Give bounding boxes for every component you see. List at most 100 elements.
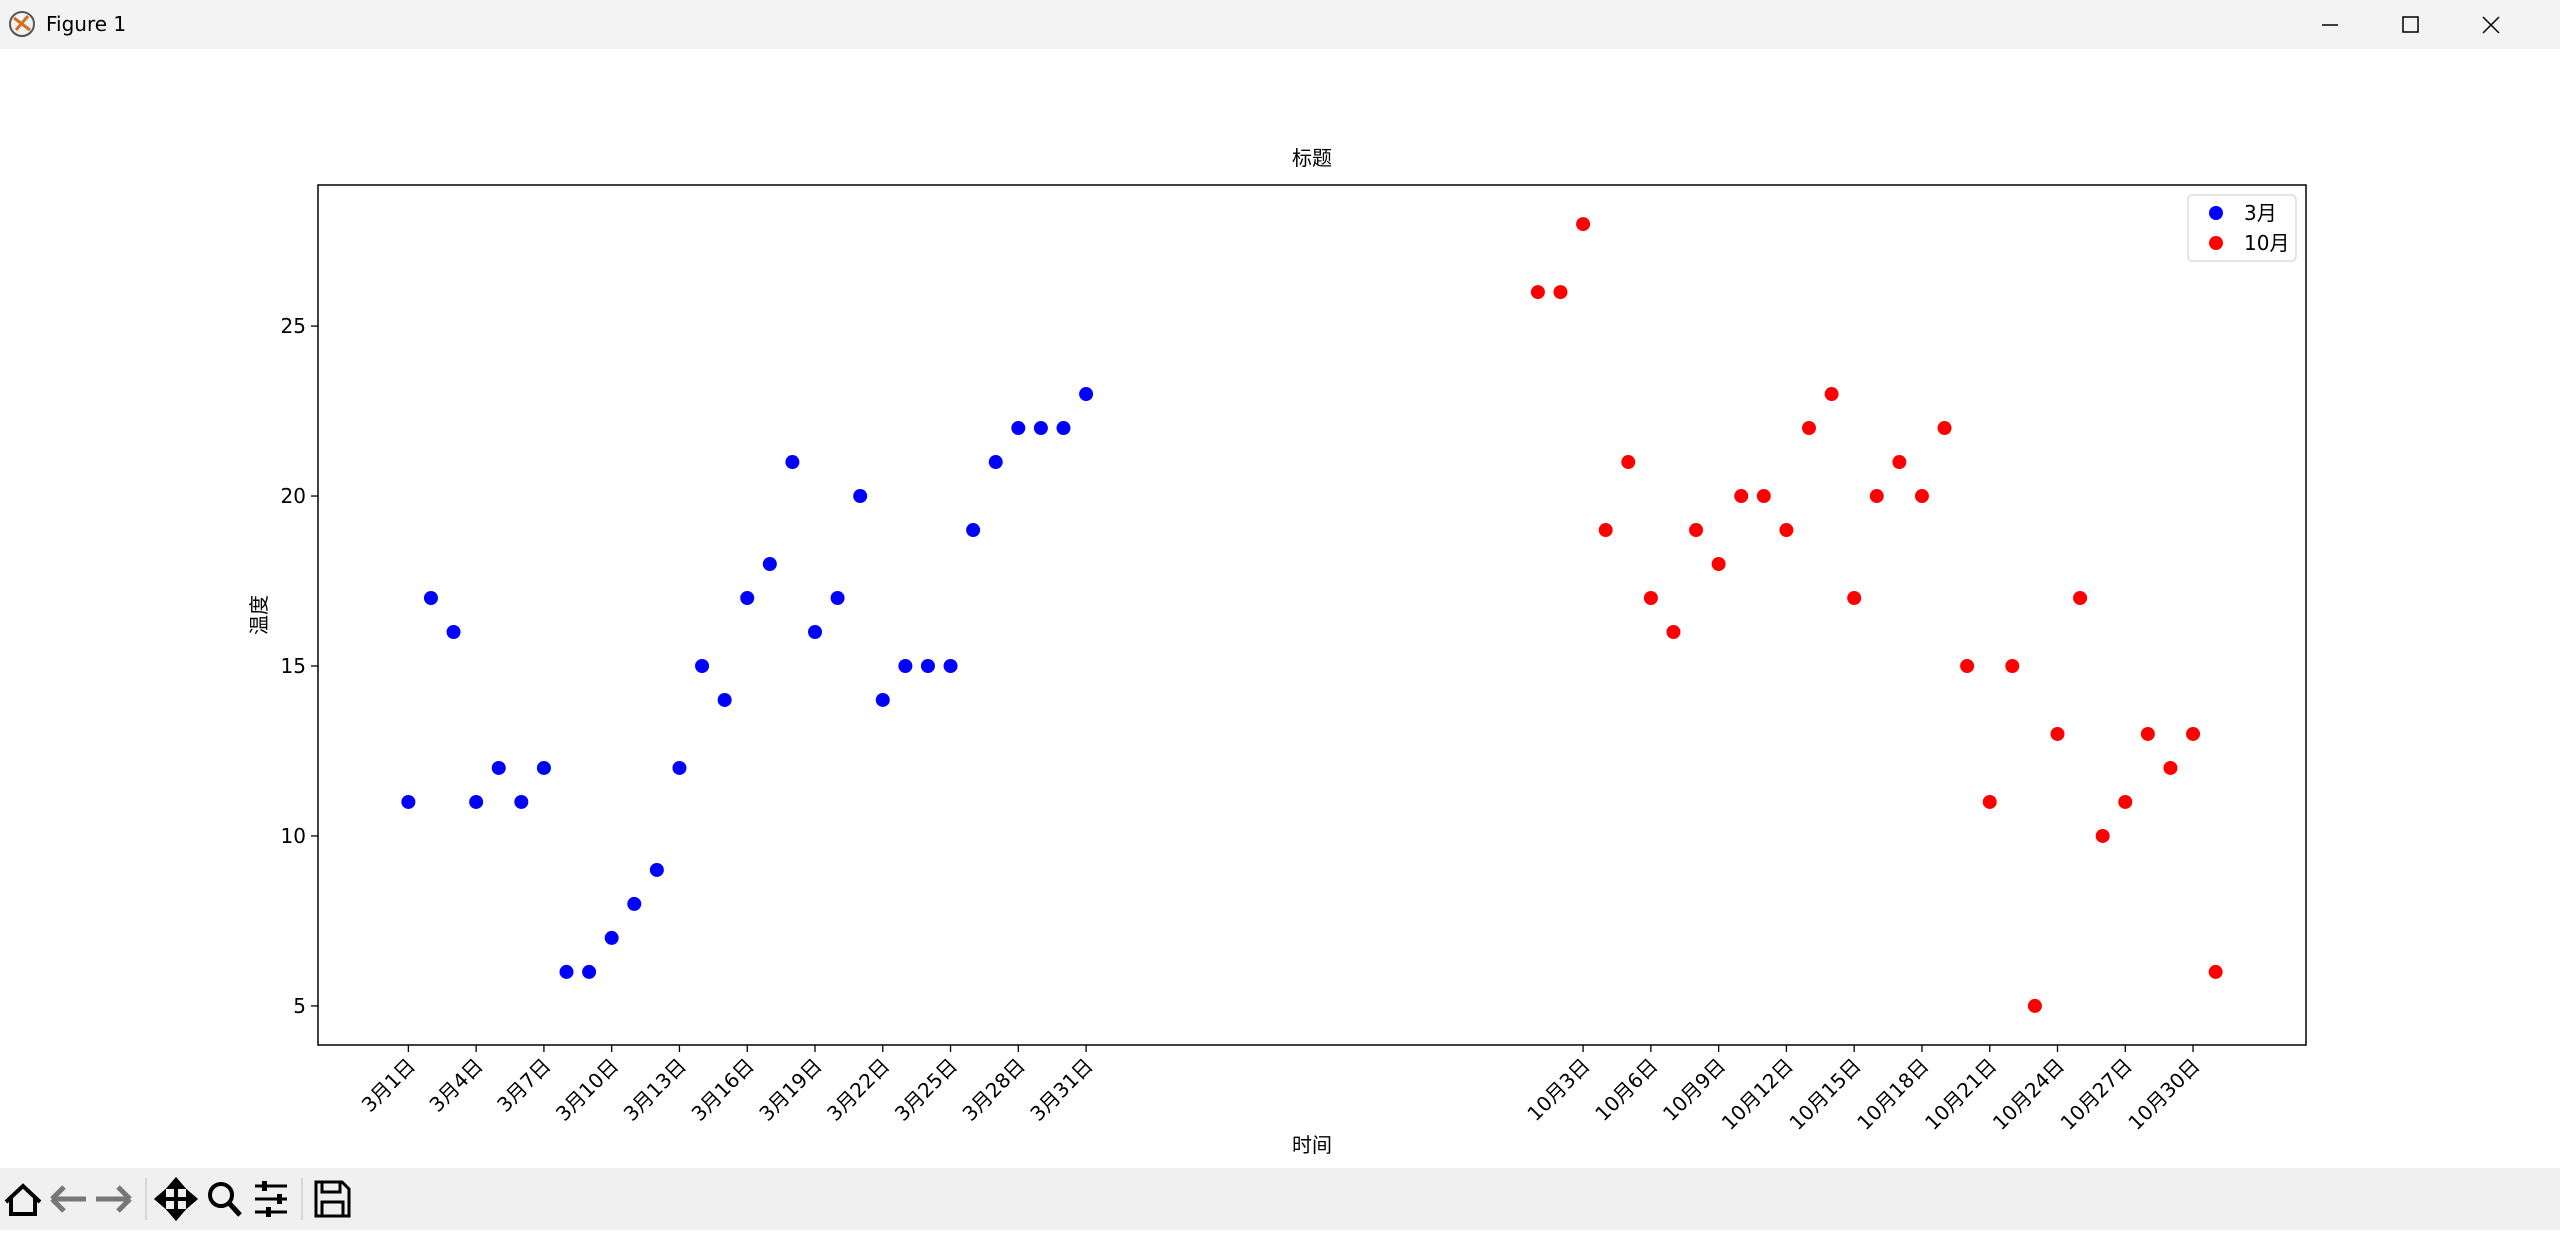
point	[1689, 523, 1704, 538]
point	[853, 489, 868, 504]
legend-label: 3月	[2244, 201, 2277, 225]
chart-title: 标题	[1292, 146, 1332, 170]
point	[627, 896, 642, 911]
x-tick-label: 3月19日	[754, 1054, 826, 1126]
x-tick-label: 3月25日	[890, 1054, 962, 1126]
x-tick-label: 3月1日	[357, 1054, 420, 1117]
point	[875, 692, 890, 707]
point	[469, 794, 484, 809]
point	[2140, 726, 2155, 741]
window-controls[interactable]	[2300, 0, 2560, 49]
point	[988, 455, 1003, 470]
point	[1530, 285, 1545, 300]
point	[695, 658, 710, 673]
point	[2095, 828, 2110, 843]
x-tick-label: 10月30日	[2123, 1054, 2204, 1135]
point	[446, 624, 461, 639]
y-tick-label: 10	[281, 824, 306, 848]
point	[762, 557, 777, 572]
point	[559, 964, 574, 979]
toolbar-icons[interactable]	[0, 1168, 360, 1230]
point	[1914, 489, 1929, 504]
x-tick-label: 3月10日	[551, 1054, 623, 1126]
x-tick-label: 3月13日	[619, 1054, 691, 1126]
point	[1802, 421, 1816, 436]
point	[1779, 523, 1794, 538]
point	[943, 658, 958, 673]
point	[2186, 726, 2201, 741]
point	[2163, 760, 2178, 775]
point	[1576, 217, 1591, 232]
point	[898, 658, 913, 673]
point	[1079, 387, 1094, 402]
x-axis-label: 时间	[1292, 1133, 1332, 1157]
point	[1598, 523, 1613, 538]
y-tick-label: 15	[281, 654, 306, 678]
point	[1869, 489, 1884, 504]
y-tick-label: 20	[281, 484, 306, 508]
point	[1960, 658, 1975, 673]
point	[1011, 421, 1026, 436]
point	[740, 591, 755, 606]
x-tick-label: 10月6日	[1590, 1054, 1662, 1126]
app-icon	[9, 11, 35, 37]
x-tick-label: 3月7日	[492, 1054, 555, 1117]
point	[2027, 998, 2042, 1013]
point	[649, 862, 664, 877]
point	[536, 760, 551, 775]
point	[1056, 421, 1071, 436]
point	[1824, 387, 1839, 402]
x-tick-label: 10月3日	[1522, 1054, 1594, 1126]
point	[808, 624, 822, 639]
point	[2208, 964, 2223, 979]
point	[717, 692, 732, 707]
legend-marker	[2209, 236, 2223, 250]
point	[1643, 591, 1658, 606]
point	[423, 591, 438, 606]
point	[604, 930, 619, 945]
point	[1847, 591, 1862, 606]
point	[785, 455, 800, 470]
x-tick-label: 10月12日	[1717, 1054, 1798, 1135]
point	[920, 658, 935, 673]
point	[582, 964, 597, 979]
point	[1033, 421, 1048, 436]
x-tick-label: 3月16日	[687, 1054, 759, 1126]
point	[830, 591, 845, 606]
legend-label: 10月	[2244, 231, 2289, 255]
plot-frame	[317, 184, 2307, 1046]
legend-marker	[2209, 206, 2223, 220]
x-tick-label: 10月24日	[1988, 1054, 2069, 1135]
x-tick-label: 3月28日	[958, 1054, 1030, 1126]
x-tick-label: 3月4日	[424, 1054, 487, 1117]
x-tick-label: 10月21日	[1920, 1054, 2001, 1135]
x-tick-label: 3月22日	[822, 1054, 894, 1126]
point	[491, 760, 506, 775]
point	[2073, 591, 2088, 606]
point	[1621, 455, 1636, 470]
point	[2118, 794, 2133, 809]
x-tick-label: 10月27日	[2056, 1054, 2137, 1135]
x-tick-label: 10月15日	[1784, 1054, 1865, 1135]
point	[514, 794, 529, 809]
point	[2050, 726, 2065, 741]
y-axis-label: 温度	[247, 595, 271, 635]
point	[1734, 489, 1749, 504]
point	[1756, 489, 1771, 504]
point	[1666, 624, 1681, 639]
point	[2005, 658, 2020, 673]
point	[1892, 455, 1907, 470]
point	[672, 760, 687, 775]
point	[1711, 557, 1726, 572]
y-tick-label: 25	[281, 314, 306, 338]
y-tick-label: 5	[293, 994, 306, 1018]
point	[401, 794, 416, 809]
point	[966, 523, 981, 538]
point	[1553, 285, 1568, 300]
window-title: Figure 1	[46, 12, 127, 36]
x-tick-label: 10月18日	[1852, 1054, 1933, 1135]
x-tick-label: 3月31日	[1025, 1054, 1097, 1126]
point	[1982, 794, 1997, 809]
point	[1937, 421, 1952, 436]
